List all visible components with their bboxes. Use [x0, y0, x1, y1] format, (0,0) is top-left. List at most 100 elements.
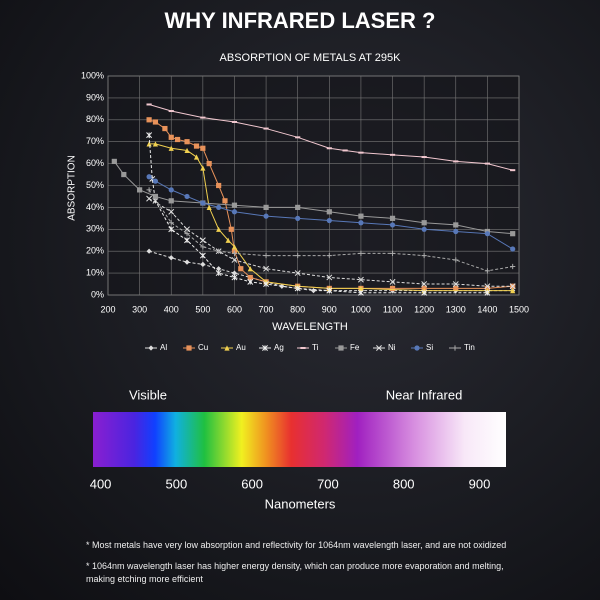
data-point	[389, 222, 396, 228]
data-point	[137, 187, 143, 193]
y-axis-label: ABSORPTION	[67, 155, 78, 221]
data-point	[216, 204, 222, 210]
data-point	[452, 281, 459, 288]
data-point	[389, 215, 396, 221]
data-point	[231, 257, 238, 263]
data-point	[216, 248, 222, 254]
data-point	[510, 246, 516, 252]
x-tick-label: 1200	[414, 304, 434, 314]
y-tick-label: 80%	[86, 114, 104, 124]
data-point	[247, 266, 253, 272]
data-point	[184, 259, 190, 265]
data-point	[279, 283, 285, 289]
x-axis-label: WAVELENGTH	[272, 321, 348, 333]
y-tick-label: 20%	[86, 246, 104, 256]
data-point	[295, 204, 301, 210]
data-point	[216, 266, 222, 272]
data-point	[358, 213, 364, 219]
data-point	[168, 255, 174, 261]
data-point	[225, 237, 231, 243]
data-point	[263, 252, 269, 259]
data-point	[111, 158, 117, 165]
data-point	[231, 209, 238, 215]
series-line	[149, 143, 513, 292]
x-tick-label: 1500	[509, 304, 529, 314]
data-point	[146, 117, 152, 123]
data-point	[168, 110, 174, 113]
data-point	[358, 285, 364, 292]
data-point	[184, 139, 190, 145]
x-tick-label: 600	[227, 304, 242, 314]
y-tick-label: 60%	[86, 158, 104, 168]
data-point	[168, 198, 174, 204]
data-point	[484, 283, 491, 290]
legend-label: Fe	[350, 343, 360, 352]
legend-label: Tin	[464, 343, 475, 352]
data-point	[294, 285, 301, 292]
data-point	[200, 145, 206, 151]
data-point	[421, 252, 427, 259]
legend-marker	[452, 345, 458, 351]
legend-marker	[224, 345, 230, 351]
data-point	[146, 195, 153, 202]
y-tick-label: 50%	[86, 180, 104, 190]
note: * 1064nm wavelength laser has higher ene…	[86, 561, 504, 584]
data-point	[326, 274, 333, 281]
spectrum-tick-label: 400	[90, 476, 112, 491]
x-tick-label: 200	[100, 304, 115, 314]
x-tick-label: 1300	[446, 304, 466, 314]
data-point	[152, 119, 159, 125]
data-point	[295, 136, 301, 139]
x-tick-label: 300	[132, 304, 147, 314]
data-point	[357, 289, 364, 296]
legend-marker	[148, 345, 154, 351]
x-tick-label: 1000	[351, 304, 371, 314]
spectrum-axis-label: Nanometers	[265, 496, 336, 511]
data-point	[200, 116, 206, 119]
data-point	[326, 209, 332, 215]
data-point	[168, 187, 174, 193]
y-tick-label: 90%	[86, 92, 104, 102]
data-point	[247, 274, 253, 281]
spectrum-tick-label: 700	[317, 476, 339, 491]
data-point	[453, 285, 459, 292]
data-point	[146, 103, 152, 106]
data-point	[200, 200, 206, 206]
data-point	[193, 154, 200, 160]
data-point	[152, 178, 159, 184]
x-tick-label: 1100	[383, 304, 402, 314]
data-point	[484, 289, 491, 296]
data-point	[263, 204, 269, 210]
spectrum-tick-label: 800	[393, 476, 415, 491]
data-point	[453, 228, 459, 235]
chart-title: ABSORPTION OF METALS AT 295K	[220, 52, 402, 64]
spectrum-tick-label: 500	[166, 476, 188, 491]
data-point	[231, 270, 238, 276]
data-point	[168, 134, 174, 140]
y-tick-label: 70%	[86, 136, 104, 146]
data-point	[231, 250, 238, 256]
y-tick-label: 10%	[86, 267, 104, 277]
data-point	[168, 220, 174, 226]
x-tick-label: 900	[322, 304, 337, 314]
data-point	[389, 285, 396, 292]
data-point	[199, 237, 206, 244]
series-line	[113, 161, 513, 235]
data-point	[206, 161, 212, 167]
y-tick-label: 0%	[91, 289, 104, 299]
data-point	[263, 265, 270, 272]
data-point	[152, 141, 159, 147]
data-point	[152, 193, 159, 200]
data-point	[326, 147, 332, 150]
data-point	[215, 270, 222, 277]
data-point	[168, 208, 175, 215]
legend-label: Au	[236, 343, 246, 352]
legend-marker	[338, 345, 344, 351]
page-title: WHY INFRARED LASER ?	[165, 8, 436, 33]
data-point	[484, 231, 490, 237]
spectrum-tick-label: 600	[241, 476, 263, 491]
x-tick-label: 800	[290, 304, 305, 314]
data-point	[358, 220, 364, 226]
legend-label: Cu	[198, 343, 208, 352]
spectrum-label: Near Infrared	[386, 387, 463, 402]
